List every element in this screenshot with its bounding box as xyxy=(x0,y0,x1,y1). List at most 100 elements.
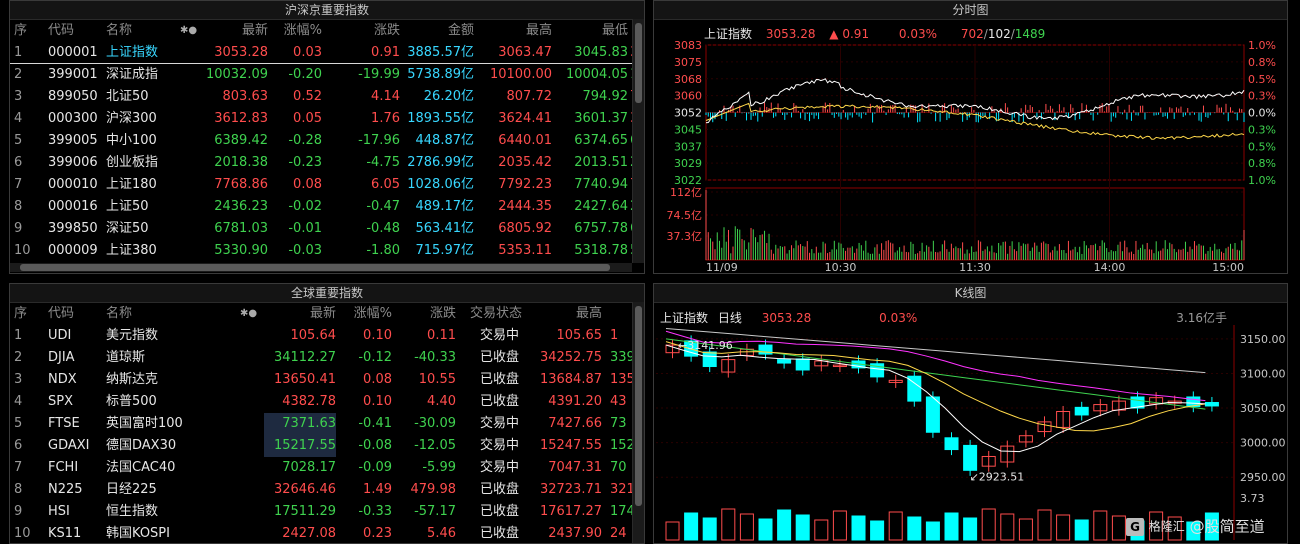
column-header: 名称 xyxy=(106,23,133,38)
index-name: 德国DAX30 xyxy=(106,438,177,453)
breadth-flat: 102 xyxy=(987,27,1011,41)
volume-bar xyxy=(1037,509,1052,541)
volume-bar xyxy=(1186,521,1201,541)
volume-bar xyxy=(888,511,903,541)
change-amount: -57.17 xyxy=(414,504,456,519)
candle-body xyxy=(1204,402,1219,407)
table-row[interactable]: 10 000009 上证380 5330.90 -0.03 -1.80 715.97亿 535… xyxy=(10,240,644,262)
table-row[interactable]: 9 HSI 恒生指数 17511.29 -0.33 -57.17 已收盘 17617.27 17… xyxy=(10,501,635,523)
kline-chart[interactable]: 3150.00 3100.00 3050.00 3000.00 2950.00 3.73 ←… xyxy=(654,303,1287,544)
y-tick-label-percent: 0.0% xyxy=(1248,107,1276,120)
table-row[interactable]: 1 000001 上证指数 3053.28 0.03 0.91 3885.57亿 3063.4… xyxy=(10,42,644,64)
scroll-thumb[interactable] xyxy=(635,23,642,103)
volume-bar xyxy=(1149,511,1164,541)
volume-bar xyxy=(1018,518,1033,541)
table-row[interactable]: 8 000016 上证50 2436.23 -0.02 -0.47 489.17亿 2444.… xyxy=(10,196,644,218)
ma-line-white xyxy=(665,344,1206,453)
last-price: 6389.42 xyxy=(214,133,268,148)
x-tick-label: 14:00 xyxy=(1094,261,1126,274)
day-high: 3624.41 xyxy=(498,111,552,126)
column-header: 名称 xyxy=(106,306,133,321)
table-row[interactable]: 2 399001 深证成指 10032.09 -0.20 -19.99 5738.89亿 10… xyxy=(10,64,644,86)
index-name: 道琼斯 xyxy=(106,350,146,365)
last-price: 5330.90 xyxy=(214,243,268,258)
kline-panel: K线图 上证指数 日线 3053.28 0.03% 3.16亿手 3150.00… xyxy=(653,283,1288,544)
table-row[interactable]: 6 GDAXI 德国DAX30 15217.55 -0.08 -12.05 交易中 15247… xyxy=(10,435,635,457)
last-price: 7768.86 xyxy=(214,177,268,192)
row-number: 10 xyxy=(14,526,31,541)
day-low: 2013.51 xyxy=(574,155,628,170)
table-row[interactable]: 5 FTSE 英国富时100 7371.63 -0.41 -30.09 交易中 7427.66… xyxy=(10,413,632,435)
price-line xyxy=(705,78,1245,124)
y-tick-label-percent: 0.5% xyxy=(1248,73,1276,86)
y-tick-label: 3022 xyxy=(674,174,702,187)
table-row[interactable]: 7 000010 上证180 7768.86 0.08 6.05 1028.06亿 7792.… xyxy=(10,174,644,196)
table-row[interactable]: 5 399005 中小100 6389.42 -0.28 -17.96 448.87亿 644… xyxy=(10,130,644,152)
change-percent: -0.28 xyxy=(288,133,322,148)
truncated-value: 152 xyxy=(610,438,635,453)
y-tick-label: 3100.00 xyxy=(1240,367,1286,380)
volume-tick-label: 37.3亿 xyxy=(667,230,703,243)
domestic-vertical-scrollbar[interactable] xyxy=(632,19,644,263)
table-row[interactable]: 4 SPX 标普500 4382.78 0.10 4.40 已收盘 4391.20 43 xyxy=(10,391,632,413)
turnover: 26.20亿 xyxy=(423,89,474,104)
intraday-chart[interactable]: 3083 1.0% 3075 0.8% 3068 0.5% 3060 0.3% 3052 0.0%… xyxy=(654,20,1287,274)
table-row[interactable]: 4 000300 沪深300 3612.83 0.05 1.76 1893.55亿 3624.… xyxy=(10,108,644,130)
scroll-thumb[interactable] xyxy=(20,264,610,271)
day-high: 7792.23 xyxy=(498,177,552,192)
table-row[interactable]: 3 899050 北证50 803.63 0.52 4.14 26.20亿 807.72 794… xyxy=(10,86,644,108)
day-high: 6440.01 xyxy=(498,133,552,148)
day-low: 2427.64 xyxy=(574,199,628,214)
last-price: 32646.46 xyxy=(273,482,336,497)
change-amount: 4.40 xyxy=(427,394,456,409)
table-row[interactable]: 9 399850 深证50 6781.03 -0.01 -0.48 563.41亿 6805.… xyxy=(10,218,644,240)
intraday-header: 上证指数 3053.28 ▲ 0.91 0.03% 702/102/1489 xyxy=(704,27,1046,41)
day-low: 794.92 xyxy=(582,89,629,104)
high-marker-label: ←3141.96 xyxy=(678,339,733,352)
volume-bar xyxy=(795,514,810,541)
volume-bar xyxy=(981,508,996,541)
index-name: 上证380 xyxy=(106,243,157,258)
candle-body xyxy=(1074,406,1089,416)
table-row[interactable]: 10 KS11 韩国KOSPI 2427.08 0.23 5.46 已收盘 2437.90 24 xyxy=(10,523,632,543)
ma-line-yellow xyxy=(665,341,1206,432)
column-config-icon[interactable]: ✱● xyxy=(180,25,198,36)
global-table: 序 代码 名称 最新 涨幅% 涨跌 交易状态 最高 ✱● 1 UDI 美元指数 105.64 0.10 0.… xyxy=(10,303,635,543)
day-high: 7047.31 xyxy=(548,460,602,475)
column-header: 涨幅% xyxy=(353,306,392,321)
ma-line-gray xyxy=(665,327,1206,374)
change-amount: 6.05 xyxy=(371,177,400,192)
last-price: 34112.27 xyxy=(273,350,336,365)
table-row[interactable]: 7 FCHI 法国CAC40 7028.17 -0.09 -5.99 交易中 7047.31 7… xyxy=(10,457,632,479)
table-row[interactable]: 6 399006 创业板指 2018.38 -0.23 -4.75 2786.99亿 2035… xyxy=(10,152,644,174)
row-number: 8 xyxy=(14,199,23,214)
change-percent: -0.01 xyxy=(288,221,322,236)
volume-bar xyxy=(1000,513,1015,541)
scroll-thumb[interactable] xyxy=(635,306,642,506)
row-number: 2 xyxy=(14,350,23,365)
y-tick-label: 3037 xyxy=(674,140,702,153)
volume-tick-label: 3.73 xyxy=(1240,492,1265,505)
change-percent: -0.03 xyxy=(288,243,322,258)
column-header: 序 xyxy=(14,23,28,38)
trading-status: 已收盘 xyxy=(480,394,520,409)
domestic-horizontal-scrollbar[interactable] xyxy=(10,263,632,272)
volume-bar xyxy=(925,521,940,541)
index-name: 法国CAC40 xyxy=(106,460,176,475)
global-vertical-scrollbar[interactable] xyxy=(632,302,644,543)
kline-percent: 0.03% xyxy=(879,311,918,325)
row-number: 5 xyxy=(14,133,23,148)
x-tick-label: 11:30 xyxy=(959,261,991,274)
change-amount: -40.33 xyxy=(414,350,456,365)
table-row[interactable]: 1 UDI 美元指数 105.64 0.10 0.11 交易中 105.65 1 xyxy=(10,325,632,347)
table-row[interactable]: 8 N225 日经225 32646.46 1.49 479.98 已收盘 32723.71 3… xyxy=(10,479,635,501)
index-code: SPX xyxy=(48,394,73,409)
volume-bar xyxy=(870,520,885,541)
table-row[interactable]: 3 NDX 纳斯达克 13650.41 0.08 10.55 已收盘 13684.87 135 xyxy=(10,369,635,391)
table-row[interactable]: 2 DJIA 道琼斯 34112.27 -0.12 -40.33 已收盘 34252.75 33… xyxy=(10,347,635,369)
index-code: 000010 xyxy=(48,177,98,192)
index-name: 上证50 xyxy=(106,199,149,214)
column-config-icon[interactable]: ✱● xyxy=(240,308,258,319)
trading-status: 交易中 xyxy=(480,328,520,343)
day-high: 17617.27 xyxy=(539,504,602,519)
